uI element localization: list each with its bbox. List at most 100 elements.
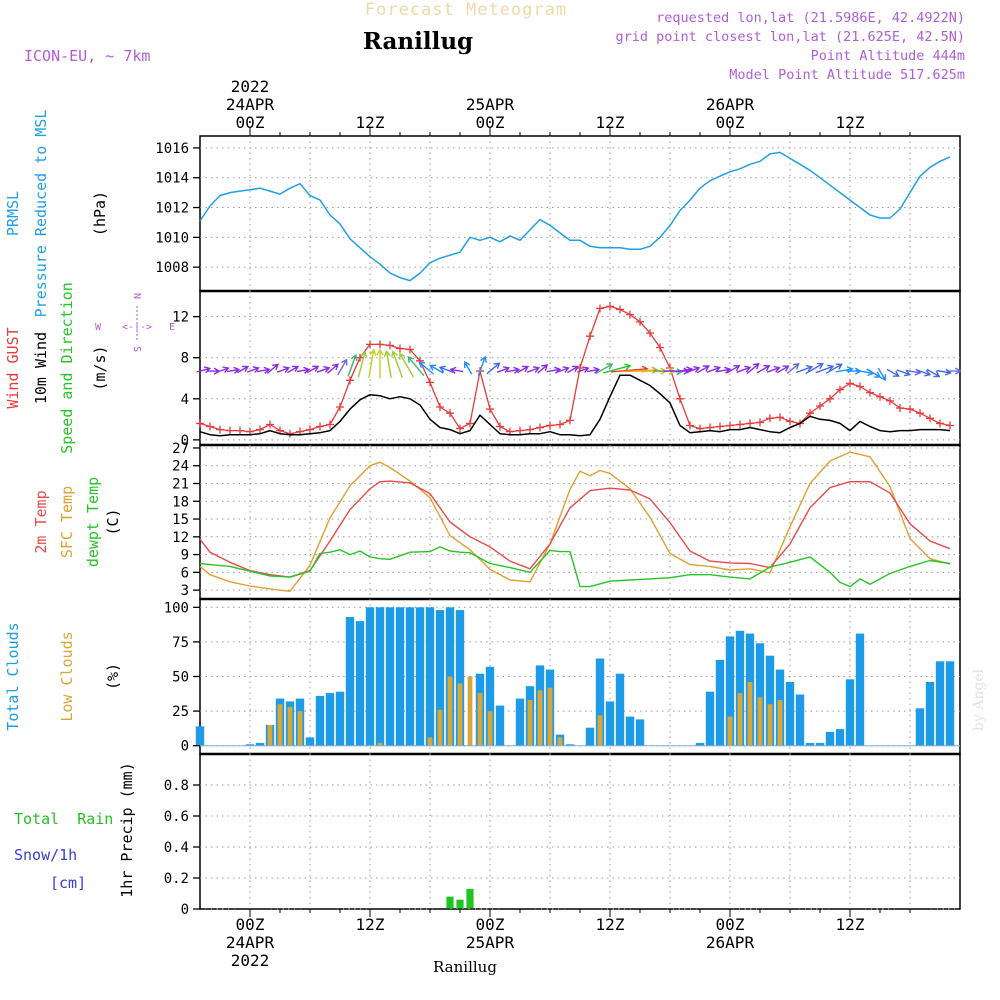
low-cloud-bar (447, 676, 453, 746)
total-cloud-bar (315, 695, 325, 746)
gust-point (266, 420, 274, 429)
total-cloud-bar (415, 607, 425, 746)
gust-point (926, 414, 934, 423)
wind-direction-arrow (383, 349, 392, 378)
low-cloud-bar (737, 693, 743, 746)
total-cloud-bar (805, 742, 815, 746)
total-cloud-bar (725, 636, 735, 746)
total-cloud-bar (605, 701, 615, 746)
wind-direction-arrow (477, 355, 487, 377)
gust-point (626, 310, 634, 319)
requested-coords: requested lon,lat (21.5986E, 42.4922N) (656, 10, 965, 26)
total-cloud-bar (785, 682, 795, 746)
wind-direction-arrow (786, 362, 800, 375)
total-cloud-bar (195, 726, 205, 746)
ytick-label: 24 (172, 459, 189, 475)
wind-direction-arrow (337, 358, 348, 376)
gust-point (566, 416, 574, 425)
wind-direction-arrow (577, 366, 590, 374)
gust-point (536, 423, 544, 432)
ylabel-line: dewpt Temp (84, 477, 102, 567)
gust-point (886, 396, 894, 405)
ytick-label: 1016 (155, 141, 189, 157)
gust-point (556, 420, 564, 429)
low-cloud-bar (277, 704, 283, 746)
low-cloud-bar (757, 697, 763, 746)
total-cloud-bar (365, 607, 375, 746)
wind-direction-arrow (347, 353, 358, 377)
wind-direction-arrow (556, 366, 570, 373)
gust-point (856, 382, 864, 391)
ytick-label: 0.6 (164, 809, 189, 825)
gust-point (846, 379, 854, 388)
total-cloud-bar (795, 694, 805, 746)
ylabel-line: (hPa) (91, 191, 109, 236)
wind-direction-arrow (586, 366, 601, 374)
wind-direction-arrow (706, 365, 721, 373)
total-cloud-bar (615, 673, 625, 746)
ylabel-line: Low Clouds (58, 631, 76, 721)
total-cloud-bar (485, 666, 495, 746)
gust-point (596, 304, 604, 313)
low-cloud-bar (437, 709, 443, 746)
total-cloud-bar (255, 742, 265, 746)
low-cloud-bar (287, 706, 293, 746)
ylabel-line: Pressure Reduced to MSL (32, 110, 50, 318)
wind-direction-arrow (326, 363, 339, 374)
total-cloud-bar (305, 737, 315, 746)
ylabel-line: 10m Wind (32, 332, 50, 404)
legend-snow: Snow/1h (14, 846, 77, 864)
ytick-label: 21 (172, 477, 189, 493)
gust-point (936, 419, 944, 428)
xtick-label-top: 2022 (231, 77, 270, 96)
total-cloud-bar (705, 691, 715, 746)
wind-direction-arrow (449, 366, 464, 374)
xtick-label-bottom: 2022 (231, 951, 270, 970)
gust-point (896, 404, 904, 413)
total-cloud-bar (395, 607, 405, 746)
gust-point (396, 344, 404, 353)
total-cloud-bar (765, 655, 775, 746)
ytick-label: 15 (172, 512, 189, 528)
gust-point (916, 409, 924, 418)
ytick-label: 6 (181, 565, 189, 581)
wind-direction-arrow (517, 365, 530, 374)
xtick-label-top: 25APR (466, 95, 515, 114)
low-cloud-bar (777, 700, 783, 746)
gust-point (526, 425, 534, 434)
xtick-label-bottom: 00Z (236, 915, 265, 934)
sfc-temp-line (199, 451, 951, 592)
wind-direction-arrow (368, 348, 377, 379)
total-cloud-bar (855, 633, 865, 746)
gust-point (486, 405, 494, 414)
wind-direction-arrow (316, 366, 331, 373)
wind-direction-arrow (936, 368, 952, 376)
gust-point (466, 419, 474, 428)
gust-point (306, 425, 314, 434)
ylabel-line: Wind GUST (4, 327, 22, 408)
ytick-label: 0 (181, 902, 189, 918)
gust-point (436, 403, 444, 412)
wind-direction-arrow (256, 366, 271, 374)
total-cloud-bar (455, 610, 465, 746)
ytick-label: 12 (172, 310, 189, 326)
gust-point (776, 413, 784, 422)
ytick-label: 3 (181, 583, 189, 599)
xtick-label-bottom: 12Z (596, 915, 625, 934)
total-cloud-bar (335, 691, 345, 746)
xtick-label-top: 00Z (236, 113, 265, 132)
gust-point (496, 422, 504, 431)
location-title: Ranillug (363, 28, 473, 55)
low-cloud-bar (427, 737, 433, 746)
ytick-label: 1014 (155, 171, 189, 187)
gust-point (676, 394, 684, 403)
pressure-line (199, 151, 951, 282)
ytick-label: 0 (181, 433, 189, 449)
low-cloud-bar (557, 737, 563, 746)
ylabel-line: SFC Temp (58, 486, 76, 558)
wind-direction-arrow (946, 367, 962, 375)
gust-point (716, 422, 724, 431)
wind-direction-arrow (226, 366, 241, 374)
wind-direction-arrow (306, 365, 320, 374)
